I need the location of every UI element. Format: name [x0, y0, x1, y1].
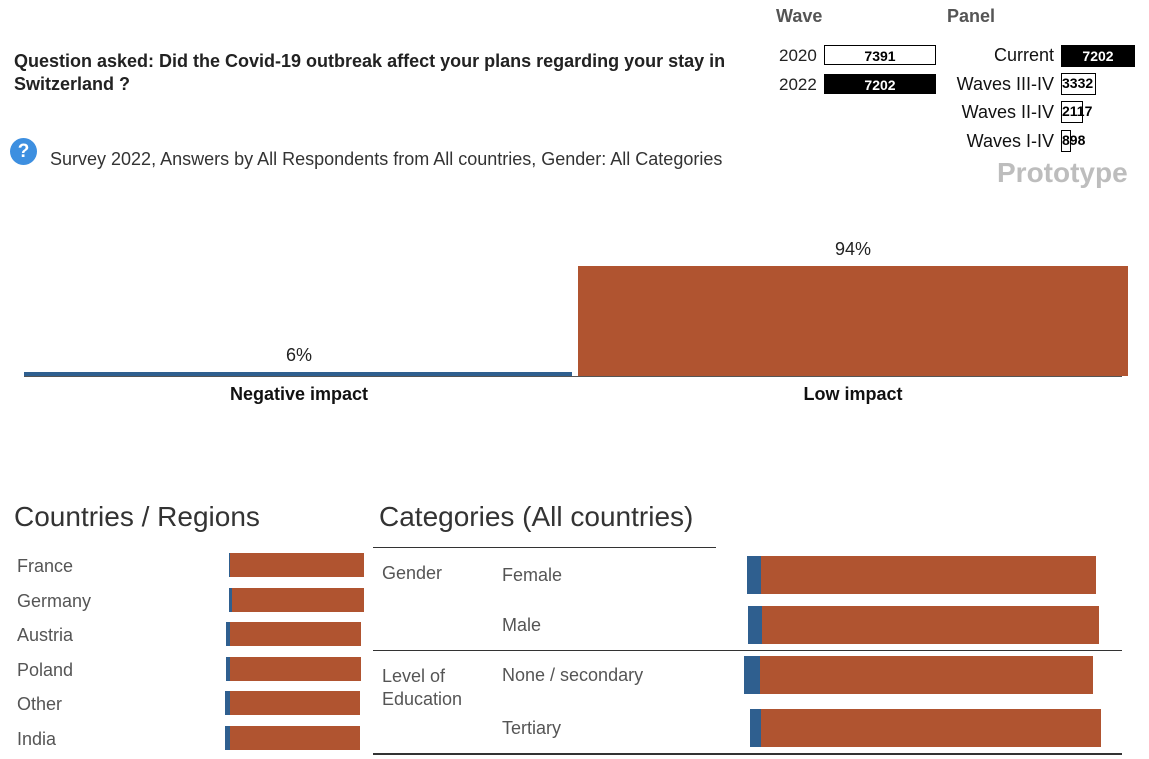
country-bar-negative-4 — [225, 691, 231, 715]
country-bar-negative-0 — [229, 553, 230, 577]
panel-bar-waves-1-4[interactable] — [1061, 130, 1071, 152]
wave-year-2020[interactable]: 2020 — [779, 46, 817, 65]
category-label-0: Female — [502, 565, 563, 585]
category-bar-negative-1 — [748, 606, 762, 644]
country-label-1: Germany — [17, 590, 92, 611]
panel-label-waves-3-4[interactable]: Waves III-IV — [956, 74, 1054, 94]
categories-group-divider — [373, 650, 1122, 651]
category-bar-negative-2 — [744, 656, 760, 694]
country-label-4: Other — [17, 694, 63, 714]
panel-bar-waves-2-4[interactable] — [1061, 101, 1083, 123]
main-value-label-0: 6% — [285, 344, 312, 365]
category-bar-low-3 — [761, 709, 1101, 747]
country-label-5: India — [17, 728, 57, 749]
category-label-2: None / secondary — [502, 665, 644, 685]
panel-count-waves-3-4: 3332 — [1062, 75, 1094, 91]
main-bar-1 — [578, 266, 1128, 376]
country-bar-low-0 — [230, 553, 364, 577]
countries-chart: France Germany Austria Poland Other India — [0, 548, 370, 758]
panel-bar-waves-3-4[interactable] — [1061, 73, 1096, 95]
wave-header: Wave — [776, 6, 823, 26]
panel-label-waves-2-4[interactable]: Waves II-IV — [961, 102, 1054, 122]
wave-count-2020[interactable]: 7391 — [824, 45, 936, 65]
prototype-watermark: Prototype — [997, 157, 1128, 188]
panel-header: Panel — [947, 6, 996, 26]
country-bar-negative-5 — [225, 725, 231, 750]
panel-count-waves-2-4: 2117 — [1062, 103, 1093, 119]
country-label-2: Austria — [17, 625, 74, 645]
category-bar-low-2 — [759, 656, 1093, 694]
main-category-label-0: Negative impact — [229, 384, 369, 404]
countries-title: Countries / Regions — [14, 501, 260, 532]
country-bar-negative-3 — [226, 656, 231, 681]
main-value-label-1: 94% — [834, 239, 872, 259]
group-label-gender: Gender — [382, 563, 443, 583]
country-bar-low-4 — [230, 691, 360, 715]
country-bar-low-2 — [230, 622, 361, 646]
wave-count-2022[interactable]: 7202 — [824, 74, 936, 94]
main-chart: 6% Negative impact 94% Low impact — [0, 239, 1149, 420]
main-chart-baseline — [24, 376, 1122, 377]
wave-year-2022[interactable]: 2022 — [779, 75, 817, 94]
survey-subtitle: Survey 2022, Answers by All Respondents … — [50, 149, 723, 169]
category-bar-low-1 — [761, 606, 1099, 644]
category-label-1: Male — [502, 615, 542, 635]
categories-bottom-divider — [373, 753, 1122, 755]
categories-title: Categories (All countries) — [379, 501, 694, 532]
country-bar-low-1 — [231, 587, 364, 612]
panel-count-waves-1-4: 898 — [1062, 132, 1086, 148]
categories-top-divider — [373, 547, 716, 548]
group-label-education: Level of Education — [382, 666, 463, 709]
country-bar-low-3 — [230, 656, 361, 681]
country-label-0: France — [17, 556, 74, 576]
country-bar-negative-2 — [226, 622, 231, 646]
category-bar-negative-0 — [747, 556, 761, 594]
category-bar-negative-3 — [750, 709, 762, 747]
main-bar-0 — [24, 371, 572, 376]
category-label-3: Tertiary — [502, 718, 562, 738]
panel-count-current[interactable]: 7202 — [1061, 45, 1135, 67]
country-label-3: Poland — [17, 659, 74, 680]
country-bar-negative-1 — [229, 587, 232, 612]
category-bar-low-0 — [760, 556, 1096, 594]
country-bar-low-5 — [230, 725, 360, 750]
help-icon[interactable]: ? — [10, 138, 37, 165]
main-category-label-1: Low impact — [803, 384, 903, 404]
panel-label-current[interactable]: Current — [993, 45, 1054, 65]
panel-label-waves-1-4[interactable]: Waves I-IV — [966, 131, 1054, 151]
categories-chart: Female Male None / secondary Tertiary — [490, 548, 1130, 753]
question-text: Question asked: Did the Covid-19 outbrea… — [14, 51, 726, 94]
